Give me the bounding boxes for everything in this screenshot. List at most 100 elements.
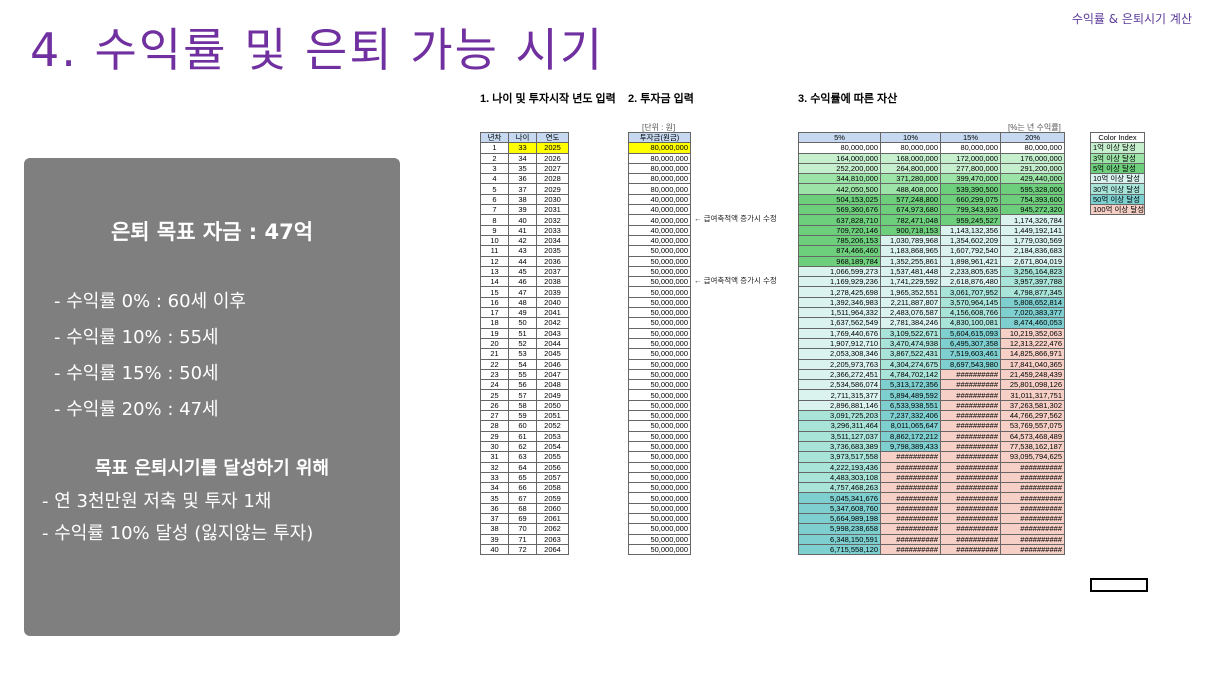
year-cell[interactable]: 2047 (536, 368, 569, 381)
asset-cell[interactable]: ########## (880, 543, 941, 556)
asset-cell[interactable]: 2,711,315,377 (798, 389, 881, 401)
asset-cell[interactable]: 1,354,602,209 (940, 234, 1001, 247)
year-index-cell[interactable]: 20 (480, 337, 509, 350)
year-cell[interactable]: 2064 (536, 543, 569, 556)
invest-cell[interactable]: 50,000,000 (628, 533, 691, 545)
asset-cell[interactable]: 3,736,683,389 (798, 440, 881, 453)
asset-cell[interactable]: 17,841,040,365 (1000, 358, 1065, 370)
asset-cell[interactable]: 5,313,172,356 (880, 379, 941, 391)
asset-cell[interactable]: 2,053,308,346 (798, 348, 881, 360)
year-index-cell[interactable]: 2 (480, 152, 509, 164)
asset-cell[interactable]: 1,769,440,676 (798, 327, 881, 339)
asset-cell[interactable]: 277,800,000 (940, 162, 1001, 175)
asset-cell[interactable]: 8,474,460,053 (1000, 317, 1065, 329)
year-cell[interactable]: 2063 (536, 533, 569, 545)
year-index-cell[interactable]: 1 (480, 142, 509, 154)
asset-cell[interactable]: 6,495,307,358 (940, 337, 1001, 350)
invest-cell[interactable]: 40,000,000 (628, 193, 691, 206)
year-index-cell[interactable]: 29 (480, 430, 509, 442)
asset-cell[interactable]: 1,183,868,965 (880, 245, 941, 257)
color-index-item[interactable]: 30억 이상 달성 (1090, 183, 1145, 195)
age-cell[interactable]: 70 (508, 523, 537, 535)
asset-cell[interactable]: 1,352,255,861 (880, 255, 941, 267)
year-index-cell[interactable]: 30 (480, 440, 509, 453)
asset-cell[interactable]: 6,348,150,591 (798, 533, 881, 545)
invest-cell[interactable]: 50,000,000 (628, 327, 691, 339)
asset-cell[interactable]: ########## (940, 440, 1001, 453)
asset-cell[interactable]: 1,607,792,540 (940, 245, 1001, 257)
asset-cell[interactable]: 2,534,586,074 (798, 379, 881, 391)
asset-cell[interactable]: 3,867,522,431 (880, 348, 941, 360)
year-cell[interactable]: 2032 (536, 214, 569, 226)
invest-cell[interactable]: 50,000,000 (628, 245, 691, 257)
color-index-item[interactable]: 100억 이상 달성 (1090, 204, 1145, 216)
asset-cell[interactable]: 4,830,100,081 (940, 317, 1001, 329)
invest-cell[interactable]: 40,000,000 (628, 204, 691, 216)
asset-cell[interactable]: 4,156,608,766 (940, 307, 1001, 319)
year-index-cell[interactable]: 6 (480, 193, 509, 206)
asset-cell[interactable]: 2,618,876,480 (940, 276, 1001, 288)
asset-cell[interactable]: 64,573,468,489 (1000, 430, 1065, 442)
age-cell[interactable]: 37 (508, 183, 537, 195)
year-index-cell[interactable]: 3 (480, 162, 509, 175)
age-cell[interactable]: 64 (508, 461, 537, 473)
asset-cell[interactable]: ########## (1000, 502, 1065, 514)
invest-cell[interactable]: 50,000,000 (628, 389, 691, 401)
asset-cell[interactable]: 1,030,789,968 (880, 234, 941, 247)
asset-cell[interactable]: 80,000,000 (940, 142, 1001, 154)
asset-cell[interactable]: ########## (940, 512, 1001, 525)
year-cell[interactable]: 2055 (536, 451, 569, 463)
year-index-cell[interactable]: 34 (480, 482, 509, 494)
year-index-cell[interactable]: 32 (480, 461, 509, 473)
asset-cell[interactable]: 6,715,558,120 (798, 543, 881, 556)
asset-cell[interactable]: ########## (1000, 482, 1065, 494)
asset-cell[interactable]: ########## (1000, 543, 1065, 556)
asset-cell[interactable]: 53,769,557,075 (1000, 420, 1065, 432)
invest-cell[interactable]: 50,000,000 (628, 523, 691, 535)
year-cell[interactable]: 2026 (536, 152, 569, 164)
year-cell[interactable]: 2034 (536, 234, 569, 247)
asset-cell[interactable]: 2,483,076,587 (880, 307, 941, 319)
invest-cell[interactable]: 50,000,000 (628, 296, 691, 309)
year-index-cell[interactable]: 14 (480, 276, 509, 288)
asset-cell[interactable]: ########## (880, 492, 941, 504)
year-index-cell[interactable]: 15 (480, 286, 509, 298)
asset-cell[interactable]: 3,957,397,788 (1000, 276, 1065, 288)
age-cell[interactable]: 47 (508, 286, 537, 298)
age-cell[interactable]: 53 (508, 348, 537, 360)
asset-cell[interactable]: 785,206,153 (798, 234, 881, 247)
age-cell[interactable]: 52 (508, 337, 537, 350)
asset-cell[interactable]: 782,471,048 (880, 214, 941, 226)
asset-cell[interactable]: 164,000,000 (798, 152, 881, 164)
invest-cell[interactable]: 50,000,000 (628, 348, 691, 360)
asset-cell[interactable]: 4,757,468,263 (798, 482, 881, 494)
asset-cell[interactable]: ########## (880, 461, 941, 473)
invest-cell[interactable]: 50,000,000 (628, 317, 691, 329)
asset-cell[interactable]: 1,392,346,983 (798, 296, 881, 309)
invest-cell[interactable]: 50,000,000 (628, 410, 691, 422)
asset-cell[interactable]: 291,200,000 (1000, 162, 1065, 175)
color-index-item[interactable]: 10억 이상 달성 (1090, 173, 1145, 185)
asset-cell[interactable]: 4,222,193,436 (798, 461, 881, 473)
asset-cell[interactable]: ########## (940, 482, 1001, 494)
invest-cell[interactable]: 50,000,000 (628, 471, 691, 484)
year-index-cell[interactable]: 38 (480, 523, 509, 535)
asset-cell[interactable]: ########## (940, 430, 1001, 442)
year-index-cell[interactable]: 27 (480, 410, 509, 422)
invest-cell[interactable]: 50,000,000 (628, 430, 691, 442)
asset-cell[interactable]: 5,808,652,814 (1000, 296, 1065, 309)
asset-cell[interactable]: 344,810,000 (798, 173, 881, 185)
asset-cell[interactable]: 3,973,517,558 (798, 451, 881, 463)
year-index-cell[interactable]: 26 (480, 399, 509, 412)
asset-cell[interactable]: ########## (1000, 461, 1065, 473)
asset-cell[interactable]: 900,718,153 (880, 224, 941, 236)
year-cell[interactable]: 2044 (536, 337, 569, 350)
invest-cell[interactable]: 50,000,000 (628, 482, 691, 494)
asset-cell[interactable]: 168,000,000 (880, 152, 941, 164)
asset-cell[interactable]: 1,169,929,236 (798, 276, 881, 288)
year-index-cell[interactable]: 4 (480, 173, 509, 185)
asset-cell[interactable]: 504,153,025 (798, 193, 881, 206)
age-cell[interactable]: 39 (508, 204, 537, 216)
invest-cell[interactable]: 80,000,000 (628, 183, 691, 195)
age-cell[interactable]: 58 (508, 399, 537, 412)
